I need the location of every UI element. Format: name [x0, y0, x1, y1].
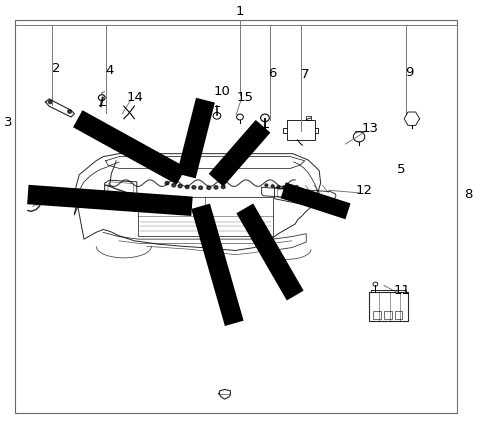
Bar: [384, 311, 392, 319]
Circle shape: [283, 186, 286, 189]
Text: 14: 14: [127, 91, 144, 104]
Circle shape: [289, 186, 292, 189]
Circle shape: [199, 186, 203, 189]
Circle shape: [172, 184, 176, 187]
Bar: [395, 311, 402, 319]
Text: 11: 11: [394, 284, 411, 297]
Circle shape: [265, 184, 268, 187]
Text: 7: 7: [300, 69, 309, 81]
Circle shape: [221, 185, 225, 189]
Circle shape: [207, 186, 211, 189]
Bar: [138, 197, 273, 236]
Circle shape: [277, 186, 280, 188]
Text: 6: 6: [268, 67, 277, 80]
Circle shape: [192, 186, 196, 189]
Text: 4: 4: [105, 64, 114, 77]
Circle shape: [178, 184, 182, 188]
Bar: [373, 311, 381, 319]
Circle shape: [185, 185, 189, 189]
Circle shape: [68, 110, 72, 113]
Text: 8: 8: [464, 188, 472, 201]
Text: 10: 10: [213, 85, 230, 98]
Bar: [369, 292, 408, 321]
Text: 9: 9: [405, 66, 413, 79]
Circle shape: [48, 100, 52, 104]
Circle shape: [165, 181, 169, 185]
Bar: [287, 120, 315, 140]
Circle shape: [295, 186, 298, 188]
Circle shape: [214, 186, 218, 189]
Text: 5: 5: [396, 163, 405, 176]
Text: 13: 13: [362, 122, 379, 135]
Circle shape: [271, 185, 274, 187]
Text: 12: 12: [355, 184, 372, 197]
Text: 2: 2: [52, 62, 61, 75]
Text: 15: 15: [236, 91, 253, 104]
Text: 1: 1: [236, 5, 244, 18]
Text: 3: 3: [4, 116, 13, 128]
